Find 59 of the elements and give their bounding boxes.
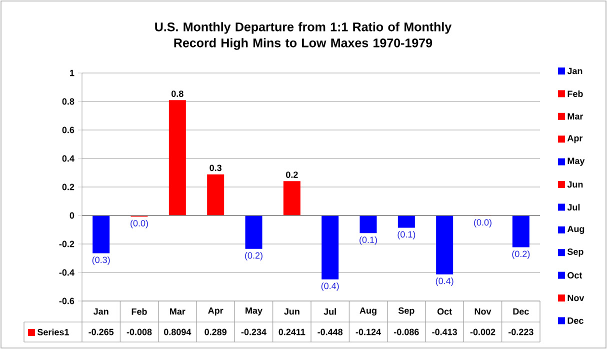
y-tick-label: 1 xyxy=(70,70,74,76)
annotation: (0.1) xyxy=(398,230,416,240)
y-tick-label: 0.4 xyxy=(62,155,74,162)
data-label: -0.086 xyxy=(394,328,419,336)
x-tick-label: Sep xyxy=(398,307,414,316)
category-label: Jan xyxy=(567,68,582,74)
x-tick-label: Feb xyxy=(132,308,147,315)
legend-label: Series1 xyxy=(37,328,69,336)
x-tick-label: Jan xyxy=(93,308,108,315)
y-tick-label: 0.8 xyxy=(62,98,74,105)
data-label: -0.265 xyxy=(88,328,114,336)
data-label: 0.2411 xyxy=(278,328,306,336)
y-tick-label: -0.6 xyxy=(59,298,74,304)
y-tick-label: 0.2 xyxy=(62,184,74,190)
annotation: 0.2 xyxy=(286,172,298,178)
annotation: (0.0) xyxy=(130,220,148,228)
y-tick-label: 0.6 xyxy=(62,126,74,134)
data-label: -0.223 xyxy=(508,328,534,336)
category-label: Sep xyxy=(567,248,584,257)
category-label: May xyxy=(568,158,585,166)
data-label: -0.448 xyxy=(318,328,343,336)
y-tick-label: -0.4 xyxy=(59,269,74,276)
category-label: Oct xyxy=(568,272,582,278)
annotation: (0.2) xyxy=(245,252,262,260)
category-label: Feb xyxy=(568,90,583,98)
chart-title: U.S. Monthly Departure from 1:1 Ratio of Monthly Record High Mins to Low Maxes 1970-1979 xyxy=(155,22,452,50)
x-tick-label: Mar xyxy=(170,308,186,315)
annotation: (0.2) xyxy=(512,250,530,259)
x-tick-label: May xyxy=(246,307,262,316)
x-tick-label: Oct xyxy=(437,308,452,315)
category-label: Aug xyxy=(567,226,584,234)
category-label: Nov xyxy=(568,294,584,302)
data-label: -0.008 xyxy=(126,328,152,336)
category-label: Mar xyxy=(568,113,584,120)
annotation: (0.1) xyxy=(360,236,377,245)
category-label: Apr xyxy=(567,135,583,144)
annotation: 0.3 xyxy=(210,164,222,172)
annotation: 0.8 xyxy=(172,90,184,97)
category-label: Jul xyxy=(567,204,580,211)
x-tick-label: Jul xyxy=(324,308,336,315)
data-label: 0.8094 xyxy=(164,328,192,336)
annotation: (0.3) xyxy=(92,256,110,265)
annotation: (0.4) xyxy=(321,282,339,291)
x-tick-label: Aug xyxy=(360,307,376,316)
x-tick-label: Dec xyxy=(513,308,529,315)
data-label: -0.234 xyxy=(241,328,266,336)
category-label: Dec xyxy=(568,318,584,324)
annotation: (0.4) xyxy=(436,278,454,286)
data-label: -0.002 xyxy=(470,328,496,336)
data-label: -0.413 xyxy=(432,328,458,336)
category-label: Jun xyxy=(567,181,583,188)
x-tick-label: Nov xyxy=(474,308,492,315)
y-tick-label: -0.2 xyxy=(59,240,74,248)
annotation: (0.0) xyxy=(474,218,492,228)
x-tick-label: Apr xyxy=(208,307,224,316)
x-tick-label: Jun xyxy=(284,308,300,315)
data-label: -0.124 xyxy=(356,328,381,336)
y-tick-label: 0 xyxy=(70,212,74,219)
data-label: 0.289 xyxy=(204,328,227,336)
